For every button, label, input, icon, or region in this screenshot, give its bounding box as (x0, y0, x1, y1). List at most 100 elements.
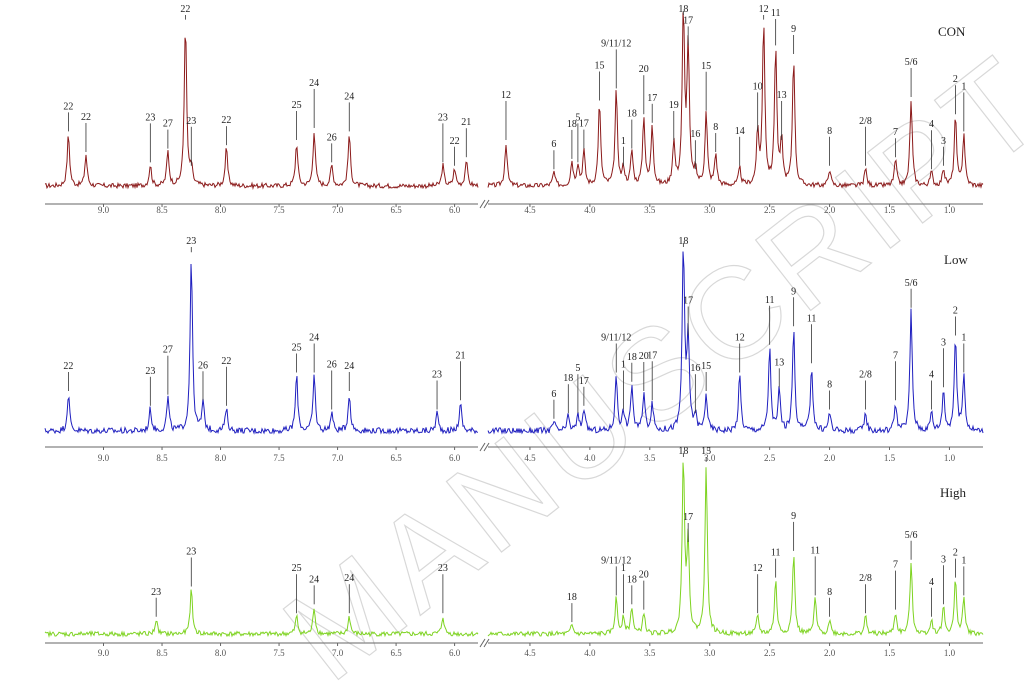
peak-label: 1 (621, 136, 626, 147)
peak-label: 3 (941, 554, 946, 565)
peak-label: 20 (639, 64, 649, 75)
peak-label: 23 (186, 116, 196, 127)
peak-label: 15 (594, 60, 604, 71)
peak-label: 2/8 (859, 573, 872, 584)
peak-label: 17 (579, 376, 589, 387)
peak-label: 21 (455, 350, 465, 361)
axis-tick-label: 9.0 (98, 648, 110, 658)
peak-label: 12 (759, 4, 769, 15)
peak-label: 4 (929, 370, 934, 381)
peak-label: 24 (344, 361, 354, 372)
peak-label: 2 (953, 74, 958, 85)
peak-label: 17 (683, 15, 693, 26)
axis-tick-label: 9.0 (98, 205, 110, 215)
panel-low-plot: 9.0 8.5 8.0 7.5 7.0 6.5 6.0 4.5 4.0 3.5 3.0 2.5 2.0 1… (44, 236, 984, 463)
axis-tick-label: 8.5 (156, 453, 168, 463)
peak-label: 23 (145, 366, 155, 377)
peak-label: 17 (647, 93, 657, 104)
peak-label: 18 (627, 109, 637, 120)
peak-label: 22 (81, 112, 91, 123)
peak-label: 13 (777, 90, 787, 101)
axis-tick-label: 4.0 (584, 648, 596, 658)
axis-tick-label: 2.0 (824, 205, 836, 215)
peak-label: 7 (893, 350, 898, 361)
panel-low: Low 9.0 8.5 8.0 7.5 7.0 6.5 6.0 4.5 4.0 3.5 3.0 2.5… (44, 236, 984, 463)
peak-label: 17 (647, 350, 657, 361)
peak-label: 3 (941, 337, 946, 348)
peak-label: 13 (774, 357, 784, 368)
peak-label: 9 (791, 24, 796, 35)
peak-label: 22 (63, 101, 73, 112)
axis-tick-label: 4.0 (584, 205, 596, 215)
axis-tick-label: 3.0 (704, 453, 716, 463)
axis-tick-label: 7.5 (273, 453, 285, 463)
spectrum-trace-aliphatic (487, 12, 984, 189)
peak-label: 26 (327, 360, 337, 371)
peak-label: 14 (735, 126, 745, 137)
peak-label: 18 (678, 4, 688, 15)
axis-tick-label: 8.0 (215, 453, 227, 463)
peak-label: 25 (292, 100, 302, 111)
axis-tick-label: 1.0 (944, 453, 956, 463)
peak-label: 17 (683, 296, 693, 307)
axis-tick-label: 7.5 (273, 205, 285, 215)
panel-title-high: High (940, 485, 967, 500)
panel-high: High 9.0 8.5 8.0 7.5 7.0 6.5 6.0 4.5 4.0 3.5 3.0 2.… (44, 446, 984, 658)
peak-label: 8 (713, 122, 718, 133)
peak-label: 9/11/12 (601, 555, 631, 566)
peak-label: 19 (669, 100, 679, 111)
axis-break (479, 199, 490, 209)
peak-label: 8 (827, 380, 832, 391)
axis-tick-label: 2.5 (764, 648, 776, 658)
peak-label: 1 (961, 81, 966, 92)
peak-label: 1 (961, 333, 966, 344)
peak-label: 12 (735, 333, 745, 344)
spectrum-trace-aromatic (44, 37, 479, 190)
peak-label: 23 (186, 236, 196, 247)
axis-tick-label: 1.5 (884, 453, 896, 463)
peak-label: 9 (791, 286, 796, 297)
peak-label: 2 (953, 548, 958, 559)
axis-tick-label: 6.5 (390, 648, 402, 658)
peak-label: 22 (450, 136, 460, 147)
peak-label: 15 (701, 61, 711, 72)
peak-label: 16 (690, 363, 700, 374)
peak-label: 4 (929, 577, 934, 588)
axis-tick-label: 3.5 (644, 453, 656, 463)
axis-tick-label: 4.5 (524, 205, 536, 215)
peak-label: 17 (683, 512, 693, 523)
axis-tick-label: 4.5 (524, 648, 536, 658)
peak-label: 5/6 (905, 530, 918, 541)
axis-tick-label: 6.0 (449, 453, 461, 463)
peak-label: 9/11/12 (601, 38, 631, 49)
axis-tick-label: 7.0 (332, 648, 344, 658)
axis-tick-label: 2.0 (824, 648, 836, 658)
axis-tick-label: 9.0 (98, 453, 110, 463)
panel-title-low: Low (944, 252, 968, 267)
peak-label: 9 (791, 511, 796, 522)
axis-break (479, 638, 490, 648)
peak-label: 24 (309, 333, 319, 344)
peak-label: 18 (627, 352, 637, 363)
axis-break (479, 442, 490, 452)
peak-label: 2/8 (859, 116, 872, 127)
peak-label: 6 (551, 389, 556, 400)
axis-tick-label: 8.0 (215, 205, 227, 215)
axis-tick-label: 2.5 (764, 453, 776, 463)
axis-tick-label: 3.5 (644, 648, 656, 658)
axis-tick-label: 7.5 (273, 648, 285, 658)
spectrum-trace-aliphatic (487, 251, 984, 435)
axis-tick-label: 4.5 (524, 453, 536, 463)
peak-label: 7 (893, 560, 898, 571)
axis-tick-label: 3.5 (644, 205, 656, 215)
peak-label: 20 (639, 351, 649, 362)
axis-tick-label: 1.0 (944, 648, 956, 658)
peak-label: 11 (771, 8, 781, 19)
peak-label: 18 (627, 574, 637, 585)
peak-label: 23 (151, 587, 161, 598)
peak-label: 27 (163, 119, 173, 130)
axis-tick-label: 8.5 (156, 205, 168, 215)
peak-label: 27 (163, 345, 173, 356)
peak-label: 22 (63, 361, 73, 372)
peak-label: 23 (432, 370, 442, 381)
